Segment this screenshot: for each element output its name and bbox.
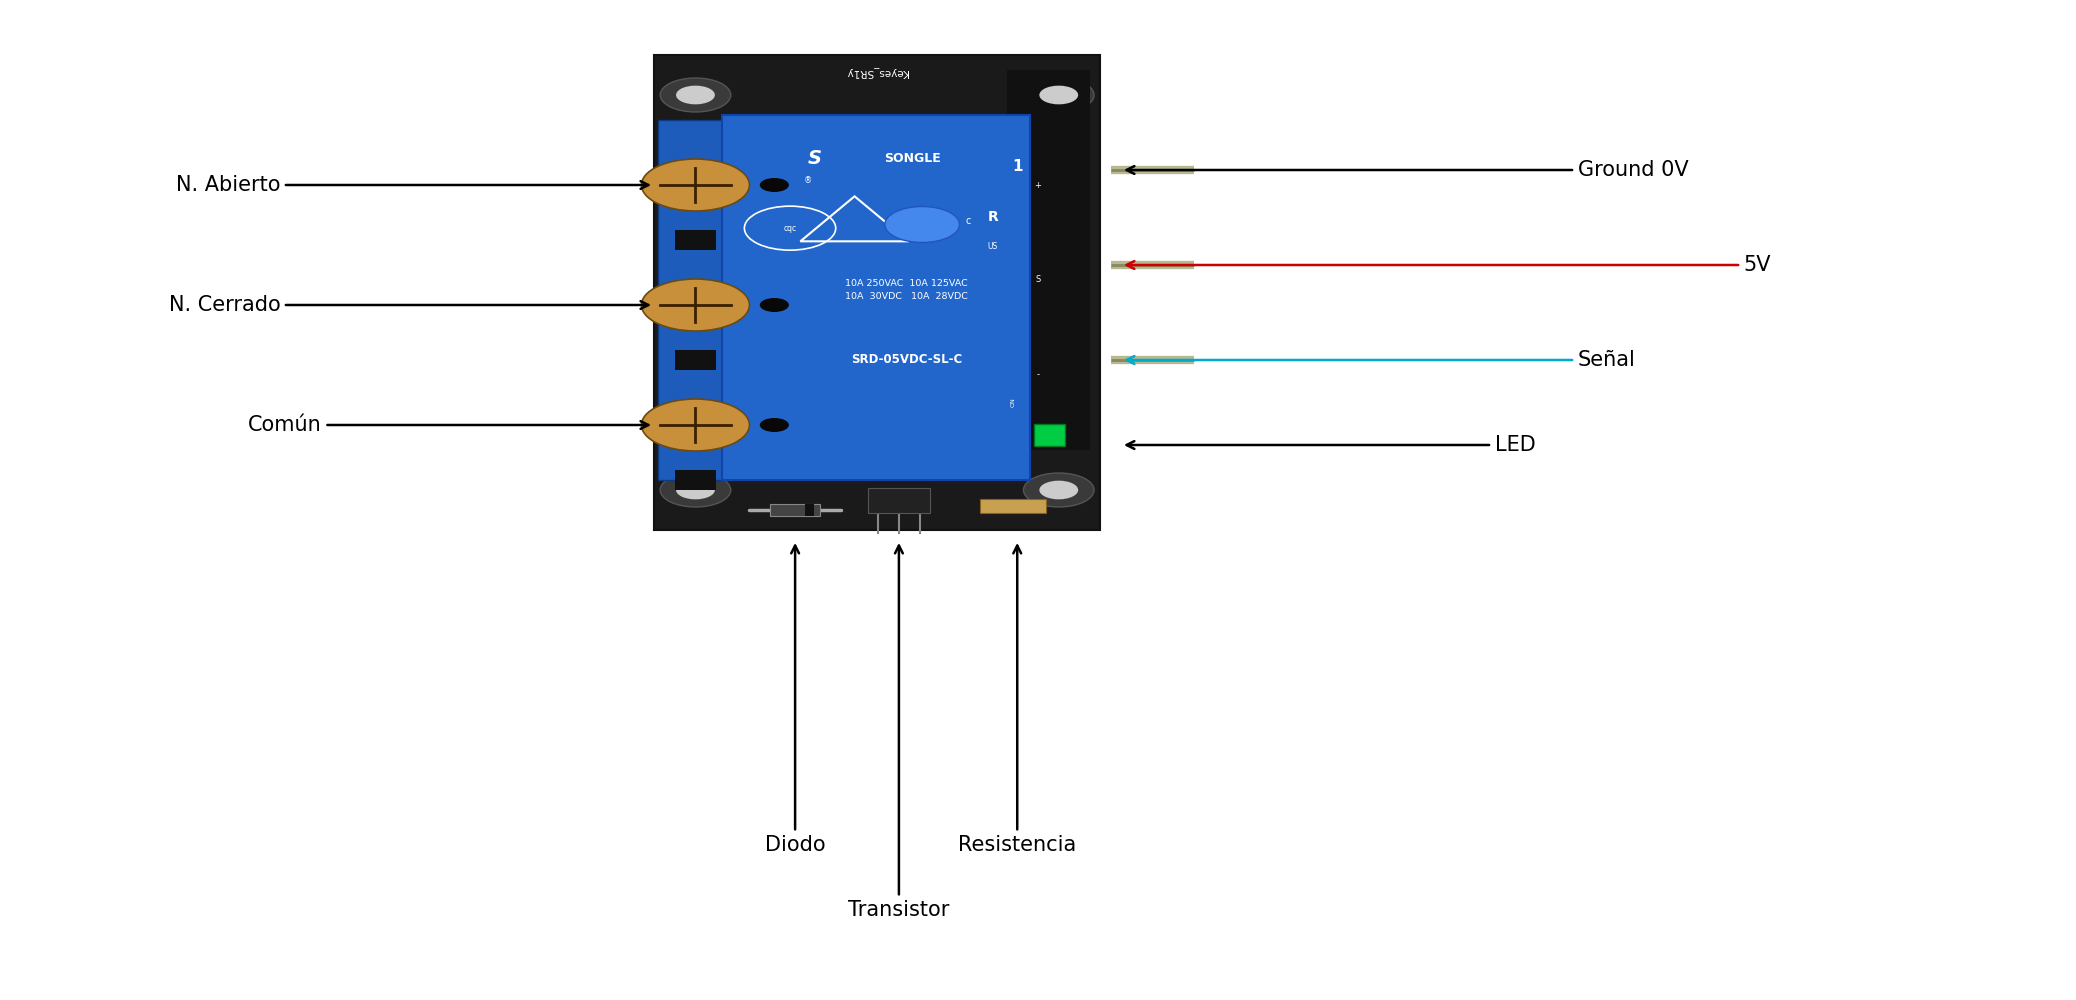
Text: Ground 0V: Ground 0V	[1127, 160, 1688, 180]
Circle shape	[660, 78, 731, 112]
Circle shape	[760, 298, 789, 312]
Text: N. Abierto: N. Abierto	[176, 175, 648, 195]
Circle shape	[641, 279, 749, 331]
Text: ®: ®	[803, 176, 812, 185]
Circle shape	[677, 481, 714, 499]
Text: R: R	[988, 210, 999, 224]
Circle shape	[1023, 473, 1094, 507]
Bar	[868, 488, 930, 513]
Text: SRD-05VDC-SL-C: SRD-05VDC-SL-C	[851, 353, 963, 366]
Text: US: US	[988, 242, 999, 251]
Circle shape	[1040, 481, 1077, 499]
Text: LED: LED	[1127, 435, 1536, 455]
Bar	[1007, 70, 1090, 450]
Circle shape	[760, 418, 789, 432]
Text: Transistor: Transistor	[849, 546, 949, 920]
Bar	[654, 55, 1100, 530]
Bar	[658, 120, 733, 480]
Bar	[805, 504, 814, 516]
Text: N. Cerrado: N. Cerrado	[168, 295, 648, 315]
Text: Resistencia: Resistencia	[959, 546, 1075, 855]
Bar	[722, 115, 1030, 480]
Text: Keyes_SR1y: Keyes_SR1y	[845, 67, 909, 78]
Bar	[675, 350, 716, 370]
Text: +: +	[1034, 180, 1042, 190]
Circle shape	[641, 399, 749, 451]
Text: S: S	[1036, 275, 1040, 284]
Text: 10A 250VAC  10A 125VAC
10A  30VDC   10A  28VDC: 10A 250VAC 10A 125VAC 10A 30VDC 10A 28VD…	[845, 279, 967, 301]
Circle shape	[641, 159, 749, 211]
Circle shape	[677, 86, 714, 104]
Text: cqc: cqc	[783, 224, 797, 233]
Circle shape	[1023, 78, 1094, 112]
Circle shape	[884, 206, 959, 242]
Bar	[675, 470, 716, 490]
Circle shape	[760, 178, 789, 192]
Text: S: S	[808, 149, 822, 168]
Text: Señal: Señal	[1127, 350, 1636, 370]
Text: Común: Común	[247, 415, 648, 435]
Text: 1: 1	[1013, 159, 1023, 174]
Text: 5V: 5V	[1127, 255, 1771, 275]
Circle shape	[660, 473, 731, 507]
Bar	[675, 230, 716, 250]
Text: ON: ON	[1011, 397, 1015, 407]
Text: -: -	[1036, 370, 1040, 379]
Text: SONGLE: SONGLE	[884, 152, 940, 165]
Bar	[770, 504, 820, 516]
Text: Diodo: Diodo	[764, 546, 826, 855]
Bar	[980, 499, 1046, 513]
Bar	[1034, 424, 1065, 446]
Circle shape	[1040, 86, 1077, 104]
Text: c: c	[965, 216, 972, 226]
